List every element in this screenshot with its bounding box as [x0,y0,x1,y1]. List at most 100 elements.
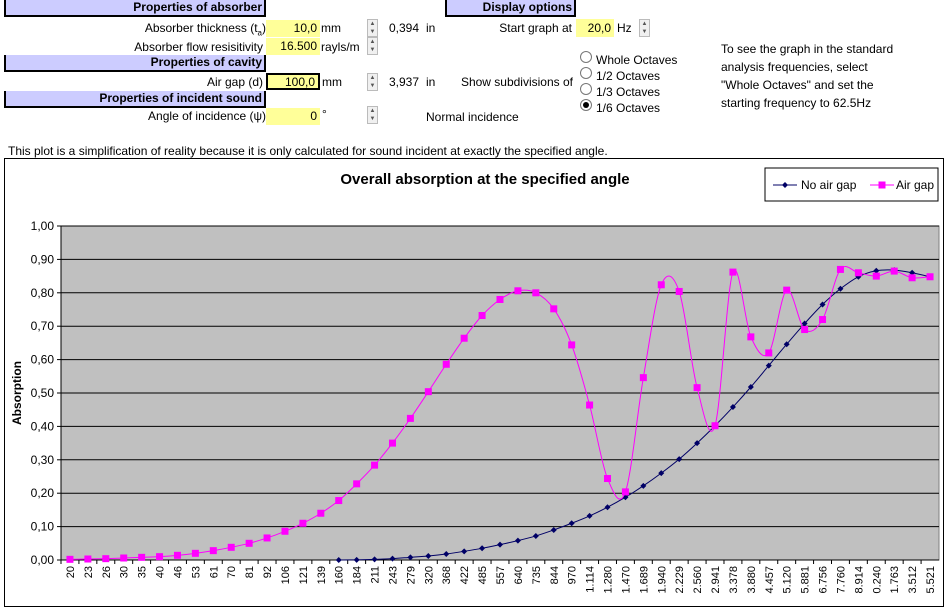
data-point-no-air-gap [371,556,378,563]
x-tick-label: 121 [298,566,310,584]
absorber-thickness-field[interactable]: 10,0 [266,20,320,37]
x-tick-label: 279 [405,566,417,584]
absorber-flow-field[interactable]: 16.500 [266,38,320,55]
data-point-no-air-gap [568,520,575,527]
x-tick-label: 23 [83,566,95,578]
angle-spinner[interactable]: ▲ ▼ [367,106,378,124]
spin-up-icon[interactable]: ▲ [369,75,376,81]
absorption-chart[interactable]: Overall absorption at the specified angl… [4,158,944,607]
data-point-no-air-gap [694,440,701,447]
data-point-air-gap [604,475,612,483]
radio-half-octaves[interactable]: 1/2 Octaves [580,67,677,84]
data-point-no-air-gap [461,548,468,555]
legend-marker-no-air-gap [782,182,788,188]
absorber-thickness-spinner[interactable]: ▲ ▼ [367,19,378,37]
data-point-no-air-gap [909,269,916,276]
incidence-text: Normal incidence [426,110,519,124]
spin-down-icon[interactable]: ▼ [369,116,376,122]
data-point-air-gap [765,349,773,357]
data-point-air-gap [173,551,181,559]
start-graph-spinner[interactable]: ▲ ▼ [639,19,650,37]
x-tick-label: 1.940 [656,566,668,594]
spin-up-icon[interactable]: ▲ [641,21,648,27]
air-gap-spinner[interactable]: ▲ ▼ [367,73,378,91]
x-tick-label: 640 [513,566,525,584]
chart-title: Overall absorption at the specified angl… [340,171,629,188]
data-point-air-gap [801,326,809,334]
radio-whole-octaves[interactable]: Whole Octaves [580,51,677,68]
data-point-air-gap [317,509,325,517]
subdivision-radio-group: Whole Octaves 1/2 Octaves 1/3 Octaves 1/… [580,51,677,116]
x-tick-label: 485 [477,566,489,584]
data-point-no-air-gap [335,557,342,563]
subdivision-label: Show subdivisions of [460,75,573,89]
data-point-air-gap [819,316,827,324]
spin-down-icon[interactable]: ▼ [369,47,376,53]
data-point-no-air-gap [407,554,414,561]
absorber-flow-spinner[interactable]: ▲ ▼ [367,37,378,55]
air-gap-unit: mm [322,75,342,89]
y-tick-label: 0,80 [31,286,55,300]
spin-up-icon[interactable]: ▲ [369,21,376,27]
radio-unchecked-icon[interactable] [580,83,592,95]
data-point-no-air-gap [676,456,683,463]
spin-down-icon[interactable]: ▼ [369,83,376,89]
angle-label: Angle of incidence (ψ) [148,109,266,123]
x-tick-label: 557 [495,566,507,584]
radio-unchecked-icon[interactable] [580,51,592,63]
data-point-air-gap [209,547,217,555]
data-point-air-gap [191,549,199,557]
x-tick-label: 1.114 [585,566,597,593]
data-point-air-gap [729,268,737,276]
y-tick-label: 0,70 [31,319,55,333]
data-point-no-air-gap [550,526,557,533]
data-point-air-gap [568,341,576,349]
radio-sixth-octaves[interactable]: 1/6 Octaves [580,99,677,116]
data-point-air-gap [299,519,307,527]
angle-field[interactable]: 0 [266,108,320,125]
data-point-air-gap [156,553,164,561]
spin-down-icon[interactable]: ▼ [641,29,648,35]
spin-up-icon[interactable]: ▲ [369,108,376,114]
x-tick-label: 4.457 [764,566,776,594]
data-point-no-air-gap [783,341,790,348]
x-tick-label: 40 [155,566,167,578]
data-point-air-gap [406,414,414,422]
data-point-no-air-gap [514,537,521,544]
radio-third-octaves[interactable]: 1/3 Octaves [580,83,677,100]
x-tick-label: 3.378 [728,566,740,594]
air-gap-inches: 3,937 [389,75,420,89]
data-point-no-air-gap [443,550,450,557]
help-note-line: analysis frequencies, select [721,60,868,74]
legend-label-no-air-gap: No air gap [801,178,857,192]
spin-down-icon[interactable]: ▼ [369,29,376,35]
start-graph-unit: Hz [617,21,632,35]
data-point-air-gap [496,295,504,303]
data-point-air-gap [281,527,289,535]
y-tick-label: 0,10 [31,520,55,534]
x-tick-label: 35 [137,566,149,578]
x-tick-label: 30 [119,566,131,578]
air-gap-label: Air gap (d) [206,75,263,89]
air-gap-field[interactable]: 100,0 [266,73,320,90]
y-tick-label: 0,40 [31,419,55,433]
data-point-air-gap [711,422,719,430]
data-point-air-gap [263,534,271,542]
data-point-air-gap [747,333,755,341]
simplification-notice: This plot is a simplification of reality… [8,144,608,158]
data-point-air-gap [245,539,253,547]
radio-label: 1/6 Octaves [596,101,661,115]
spin-up-icon[interactable]: ▲ [369,39,376,45]
x-tick-label: 5.881 [800,566,812,594]
absorber-thickness-label-close: ) [262,21,266,35]
radio-checked-icon[interactable] [580,99,592,111]
data-point-air-gap [621,488,629,496]
data-point-no-air-gap [801,320,808,327]
data-point-air-gap [353,480,361,488]
x-tick-label: 160 [334,566,346,584]
start-graph-field[interactable]: 20,0 [576,19,614,37]
data-point-air-gap [657,281,665,289]
absorption-chart-svg: Overall absorption at the specified angl… [10,167,940,594]
data-point-no-air-gap [425,552,432,559]
radio-unchecked-icon[interactable] [580,67,592,79]
